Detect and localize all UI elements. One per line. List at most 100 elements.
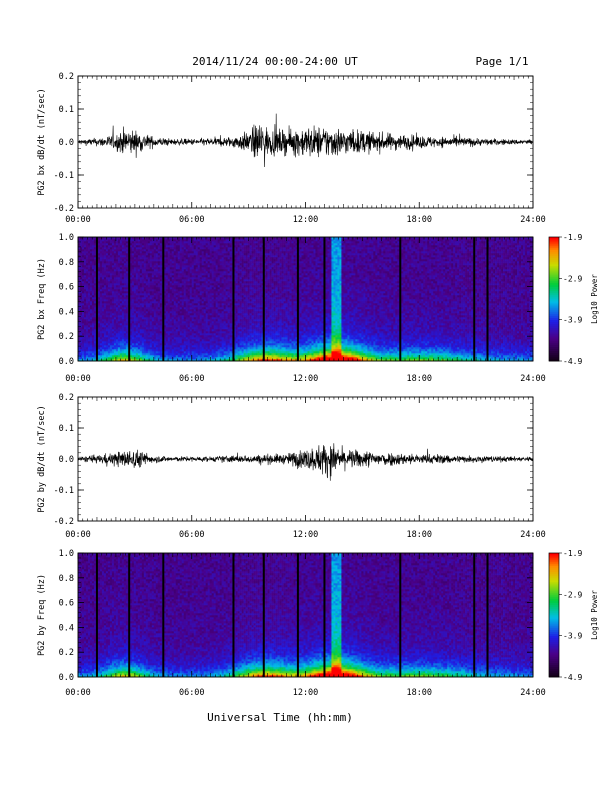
spectrogram-cell — [92, 311, 94, 313]
spectrogram-cell — [204, 355, 206, 357]
spectrogram-cell — [218, 335, 220, 337]
spectrogram-cell — [188, 271, 190, 273]
spectrogram-cell — [170, 355, 172, 357]
spectrogram-cell — [198, 313, 200, 315]
spectrogram-cell — [144, 265, 146, 267]
spectrogram-cell — [132, 283, 134, 285]
spectrogram-cell — [180, 337, 182, 339]
spectrogram-cell — [154, 287, 156, 289]
spectrogram-cell — [154, 279, 156, 281]
spectrogram-cell — [120, 279, 122, 281]
spectrogram-cell — [174, 337, 176, 339]
spectrogram-cell — [144, 355, 146, 357]
spectrogram-cell — [118, 319, 120, 321]
spectrogram-cell — [84, 333, 86, 335]
spectrogram-cell — [100, 323, 102, 325]
spectrogram-cell — [166, 329, 168, 331]
spectrogram-cell — [180, 251, 182, 253]
spectrogram-cell — [194, 249, 196, 251]
spectrogram-cell — [142, 241, 144, 243]
spectrogram-cell — [196, 335, 198, 337]
spectrogram-cell — [98, 239, 100, 241]
spectrogram-cell — [140, 331, 142, 333]
spectrogram-cell — [222, 309, 224, 311]
spectrogram-cell — [192, 279, 194, 281]
spectrogram-cell — [172, 339, 174, 341]
spectrogram-cell — [86, 349, 88, 351]
spectrogram-cell — [168, 301, 170, 303]
spectrogram-cell — [212, 315, 214, 317]
spectrogram-cell — [222, 241, 224, 243]
spectrogram-cell — [188, 323, 190, 325]
spectrogram-cell — [216, 303, 218, 305]
spectrogram-cell — [228, 307, 230, 309]
spectrogram-cell — [216, 357, 218, 359]
spectrogram-cell — [80, 337, 82, 339]
spectrogram-cell — [88, 351, 90, 353]
x-tick-label: 18:00 — [406, 215, 432, 225]
spectrogram-cell — [88, 283, 90, 285]
spectrogram-cell — [118, 275, 120, 277]
spectrogram-cell — [196, 357, 198, 359]
spectrogram-cell — [196, 309, 198, 311]
spectrogram-cell — [100, 281, 102, 283]
spectrogram-cell — [204, 289, 206, 291]
spectrogram-cell — [90, 249, 92, 251]
spectrogram-cell — [126, 243, 128, 245]
spectrogram-cell — [214, 269, 216, 271]
spectrogram-cell — [102, 309, 104, 311]
spectrogram-cell — [152, 297, 154, 299]
spectrogram-cell — [98, 293, 100, 295]
spectrogram-cell — [144, 267, 146, 269]
spectrogram-cell — [132, 275, 134, 277]
spectrogram-cell — [172, 245, 174, 247]
spectrogram-cell — [130, 253, 132, 255]
spectrogram-cell — [118, 293, 120, 295]
spectrogram-cell — [222, 357, 224, 359]
spectrogram-cell — [170, 239, 172, 241]
spectrogram-cell — [226, 349, 228, 351]
spectrogram-cell — [102, 277, 104, 279]
spectrogram-cell — [80, 269, 82, 271]
spectrogram-cell — [184, 267, 186, 269]
spectrogram-cell — [104, 247, 106, 249]
spectrogram-cell — [116, 239, 118, 241]
spectrogram-cell — [84, 351, 86, 353]
spectrogram-cell — [140, 243, 142, 245]
spectrogram-cell — [216, 355, 218, 357]
spectrogram-cell — [166, 281, 168, 283]
spectrogram-cell — [136, 299, 138, 301]
spectrogram-cell — [106, 241, 108, 243]
spectrogram-cell — [112, 303, 114, 305]
spectrogram-cell — [86, 339, 88, 341]
spectrogram-cell — [118, 279, 120, 281]
spectrogram-cell — [100, 267, 102, 269]
spectrogram-cell — [150, 241, 152, 243]
spectrogram-cell — [112, 327, 114, 329]
spectrogram-cell — [154, 255, 156, 257]
spectrogram-cell — [150, 239, 152, 241]
spectrogram-cell — [86, 279, 88, 281]
spectrogram-cell — [228, 273, 230, 275]
spectrogram-cell — [224, 241, 226, 243]
spectrogram-cell — [206, 349, 208, 351]
spectrogram-cell — [92, 309, 94, 311]
spectrogram-cell — [156, 317, 158, 319]
spectrogram-cell — [206, 267, 208, 269]
spectrogram-cell — [172, 285, 174, 287]
spectrogram-cell — [106, 295, 108, 297]
spectrogram-cell — [132, 341, 134, 343]
spectrogram-cell — [202, 339, 204, 341]
spectrogram-cell — [112, 319, 114, 321]
spectrogram-cell — [182, 253, 184, 255]
spectrogram-cell — [202, 325, 204, 327]
spectrogram-cell — [194, 301, 196, 303]
spectrogram-cell — [108, 277, 110, 279]
spectrogram-cell — [130, 251, 132, 253]
spectrogram-cell — [150, 283, 152, 285]
spectrogram-cell — [80, 323, 82, 325]
spectrogram-cell — [200, 299, 202, 301]
spectrogram-cell — [206, 241, 208, 243]
spectrogram-cell — [230, 355, 232, 357]
spectrogram-cell — [184, 343, 186, 345]
